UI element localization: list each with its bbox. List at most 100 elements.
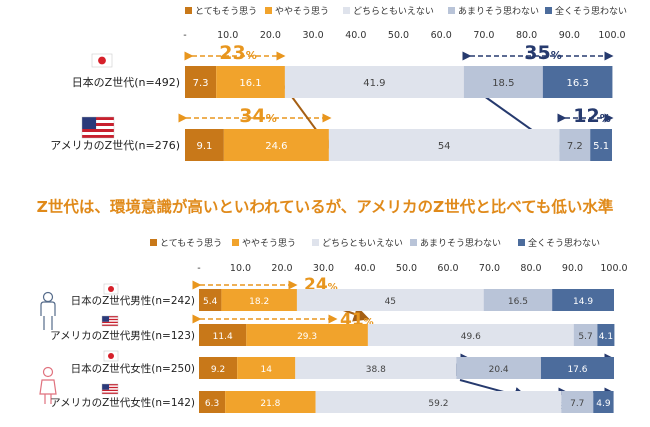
x-tick-label: 90.0 — [562, 263, 583, 274]
x-tick-label: 80.0 — [516, 30, 537, 41]
legend-swatch — [232, 239, 239, 246]
bar-value-label: 7.2 — [567, 141, 583, 152]
x-tick-label: - — [197, 263, 200, 274]
svg-text:23%: 23% — [219, 42, 256, 64]
legend-label: どちらともいえない — [353, 6, 434, 17]
bar-value-label: 41.9 — [363, 78, 385, 89]
legend-swatch — [265, 7, 272, 14]
annotation-unit: % — [551, 49, 562, 62]
usa-flag-stripe — [102, 385, 118, 387]
bar-value-label: 9.2 — [211, 365, 225, 375]
bar-value-label: 11.4 — [213, 332, 233, 342]
headline: Z世代は、環境意識が高いといわれているが、アメリカのZ世代と比べても低い水準 — [37, 197, 614, 216]
legend-swatch — [410, 239, 417, 246]
bar-value-label: 4.9 — [596, 399, 611, 409]
legend-swatch — [312, 239, 319, 246]
x-tick-label: 100.0 — [598, 30, 625, 41]
usa-flag-stripe — [82, 117, 114, 120]
bar-segment — [216, 66, 285, 98]
legend-label: ややそう思う — [275, 6, 329, 17]
bar-value-label: 59.2 — [428, 399, 448, 409]
annotation-value: 23 — [219, 42, 245, 64]
usa-flag-canton — [82, 117, 97, 129]
x-tick-label: 40.0 — [345, 30, 366, 41]
bar-segment — [221, 289, 297, 311]
bar-segment — [559, 129, 591, 161]
usa-flag-canton — [102, 316, 110, 322]
legend-label: ややそう思う — [242, 238, 296, 249]
x-tick-label: 90.0 — [559, 30, 580, 41]
bar-value-label: 7.3 — [193, 78, 209, 89]
x-tick-label: 60.0 — [431, 30, 452, 41]
bar-value-label: 24.6 — [265, 141, 287, 152]
usa-flag-stripe — [102, 317, 118, 319]
annotation-jp-negative: 35% — [462, 42, 614, 64]
bar-value-label: 14.9 — [573, 297, 593, 307]
annotation-unit: % — [600, 112, 611, 125]
category-label: 日本のZ世代男性(n=242) — [71, 294, 195, 307]
bar-value-label: 14 — [261, 365, 273, 375]
bar-segment — [199, 391, 226, 413]
usa-flag-stripe — [102, 320, 118, 322]
bar-value-label: 5.4 — [203, 297, 218, 307]
usa-flag-stripe — [102, 391, 118, 393]
legend-swatch — [150, 239, 157, 246]
usa-flag-stripe — [82, 126, 114, 129]
bar-value-label: 16.1 — [239, 78, 261, 89]
bar-value-label: 6.3 — [205, 399, 219, 409]
x-tick-label: 50.0 — [388, 30, 409, 41]
x-tick-label: 20.0 — [260, 30, 281, 41]
bar-segment — [237, 357, 296, 379]
x-tick-label: 10.0 — [217, 30, 238, 41]
usa-flag-canton — [102, 384, 110, 390]
svg-text:34%: 34% — [239, 105, 276, 127]
bar-value-label: 49.6 — [461, 332, 481, 342]
annotation-value: 12 — [573, 105, 599, 127]
annotation-value: 34 — [239, 105, 265, 127]
usa-flag-stripe — [82, 123, 114, 126]
bar-segment — [296, 289, 484, 311]
bar-segment — [199, 357, 238, 379]
male-person-icon — [40, 291, 56, 330]
female-person-icon — [39, 366, 57, 404]
bar-segment — [223, 129, 329, 161]
x-tick-label: 80.0 — [520, 263, 541, 274]
usa-flag-stripe — [82, 135, 114, 138]
annotation-us-positive: 34% — [178, 105, 332, 127]
legend-label: 全くそう思わない — [528, 237, 600, 249]
bar-value-label: 7.7 — [570, 399, 584, 409]
x-tick-label: 60.0 — [437, 263, 458, 274]
bar-value-label: 9.1 — [196, 141, 212, 152]
usa-flag-stripe — [102, 316, 118, 318]
annotation-unit: % — [364, 317, 374, 328]
bar-value-label: 5.1 — [593, 141, 609, 152]
x-tick-label: 10.0 — [230, 263, 251, 274]
bar-segment — [199, 324, 247, 346]
bar-value-label: 20.4 — [489, 365, 509, 375]
bar-segment — [284, 66, 464, 98]
bar-segment — [456, 357, 541, 379]
bar-value-label: 38.8 — [366, 365, 386, 375]
category-label: アメリカのZ世代男性(n=123) — [50, 329, 195, 342]
bar-value-label: 17.6 — [567, 365, 587, 375]
x-tick-label: 70.0 — [479, 263, 500, 274]
bar-segment — [483, 289, 553, 311]
usa-flag-stripe — [102, 321, 118, 324]
x-tick-label: 70.0 — [473, 30, 494, 41]
x-tick-label: 40.0 — [354, 263, 375, 274]
annotation-jp-positive: 23% — [184, 42, 286, 64]
bar-segment — [367, 324, 574, 346]
bar-segment — [593, 391, 614, 413]
usa-flag-icon — [81, 116, 115, 139]
bar-segment — [590, 129, 612, 161]
usa-flag-stripe — [82, 132, 114, 135]
legend-label: どちらともいえない — [322, 238, 403, 249]
annotation-unit: % — [246, 49, 257, 62]
bar-segment — [185, 66, 217, 98]
usa-flag-icon — [101, 315, 119, 327]
x-tick-label: 30.0 — [303, 30, 324, 41]
bar-segment — [199, 289, 222, 311]
bar-value-label: 18.2 — [249, 297, 269, 307]
bar-value-label: 21.8 — [260, 399, 280, 409]
